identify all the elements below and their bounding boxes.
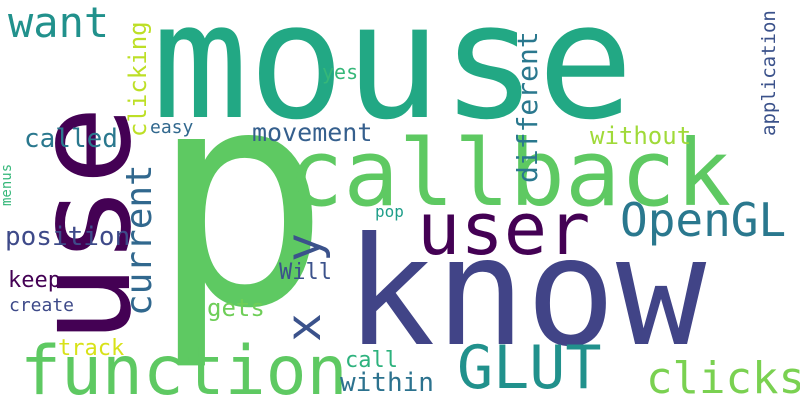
word-user: user [417, 187, 591, 271]
word-easy: easy [150, 117, 194, 138]
word-want: want [8, 0, 110, 47]
word-different: different [511, 31, 544, 183]
word-without: without [590, 122, 692, 150]
word-keep: keep [8, 268, 61, 293]
word-track: track [58, 336, 125, 361]
word-clicks: clicks [646, 353, 800, 400]
word-x: x [276, 313, 332, 342]
word-know: know [345, 206, 707, 380]
word-clicking: clicking [124, 21, 152, 137]
word-pop: pop [375, 202, 404, 221]
word-call: call [345, 348, 398, 373]
word-function: function [20, 332, 348, 400]
word-position: position [5, 222, 131, 252]
word-callback: callback [288, 120, 732, 227]
word-p: p [150, 25, 331, 374]
word-application: application [758, 10, 780, 136]
word-mouse: mouse [152, 0, 634, 155]
word-create: create [9, 295, 75, 316]
word-within: within [340, 368, 434, 398]
word-yes: yes [322, 60, 359, 84]
word-menus: menus [0, 163, 15, 206]
word-glut: GLUT [457, 333, 602, 400]
word-gets: gets [207, 294, 265, 322]
word-y: y [276, 233, 332, 262]
word-movement: movement [252, 118, 373, 147]
word-will: Will [279, 260, 332, 285]
word-called: called [24, 124, 118, 154]
word-opengl: OpenGL [620, 193, 787, 247]
